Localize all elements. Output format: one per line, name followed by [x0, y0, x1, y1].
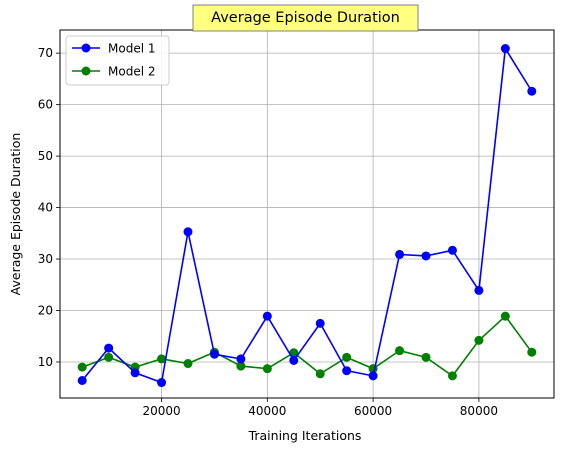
y-tick-label: 20	[38, 304, 53, 318]
x-tick-label: 60000	[354, 404, 392, 418]
data-point-model-2	[527, 347, 537, 357]
title-box	[192, 4, 419, 32]
data-point-model-2	[236, 361, 246, 371]
data-point-model-2	[289, 348, 299, 358]
data-point-model-1	[236, 354, 246, 364]
chart-title: Average Episode Duration	[211, 10, 400, 26]
axis-ticks: 20000 40000 60000 80000 10 20 30 40 50 60 70	[38, 46, 498, 418]
data-point-model-1	[342, 366, 352, 376]
data-point-model-2	[421, 352, 431, 362]
x-tick-label: 40000	[248, 404, 286, 418]
data-point-model-1	[157, 378, 167, 388]
data-point-model-2	[315, 369, 325, 379]
data-point-model-1	[183, 227, 193, 237]
legend-marker-model-1	[81, 43, 91, 53]
y-axis-label: Average Episode Duration	[8, 133, 23, 296]
data-point-model-2	[342, 352, 352, 362]
y-tick-label: 30	[38, 252, 53, 266]
data-point-model-1	[447, 245, 457, 255]
data-point-model-2	[183, 359, 193, 369]
data-point-model-1	[130, 368, 140, 378]
x-tick-label: 20000	[142, 404, 180, 418]
data-point-model-2	[262, 364, 272, 374]
grid	[60, 30, 554, 398]
data-point-model-2	[500, 311, 510, 321]
data-point-model-2	[474, 335, 484, 345]
y-tick-label: 10	[38, 355, 53, 369]
data-point-model-1	[500, 44, 510, 54]
legend-label-model-2: Model 2	[108, 65, 155, 79]
data-point-model-1	[527, 86, 537, 96]
x-tick-label: 80000	[460, 404, 498, 418]
data-point-model-1	[395, 249, 405, 259]
y-tick-label: 40	[38, 201, 53, 215]
data-point-model-1	[315, 318, 325, 328]
data-point-model-2	[447, 371, 457, 381]
data-point-model-1	[289, 355, 299, 365]
data-point-model-1	[421, 251, 431, 261]
data-point-model-1	[474, 285, 484, 295]
legend: Model 1 Model 2	[65, 35, 170, 86]
data-point-model-2	[104, 352, 114, 362]
y-tick-label: 60	[38, 98, 53, 112]
series-line-model-1	[81, 46, 533, 384]
data-point-model-1	[104, 343, 114, 353]
data-point-model-1	[368, 371, 378, 381]
y-tick-label: 50	[38, 149, 53, 163]
x-axis-label: Training Iterations	[248, 428, 362, 443]
y-tick-label: 70	[38, 46, 53, 60]
data-point-model-1	[262, 311, 272, 321]
data-point-model-2	[77, 362, 87, 372]
data-point-model-1	[77, 376, 87, 386]
legend-marker-model-2	[81, 66, 91, 76]
series-layer	[77, 44, 537, 388]
legend-label-model-1: Model 1	[108, 42, 155, 56]
data-point-model-1	[209, 349, 219, 359]
series-line-model-2	[81, 314, 533, 377]
data-point-model-2	[157, 354, 167, 364]
data-point-model-2	[395, 346, 405, 356]
